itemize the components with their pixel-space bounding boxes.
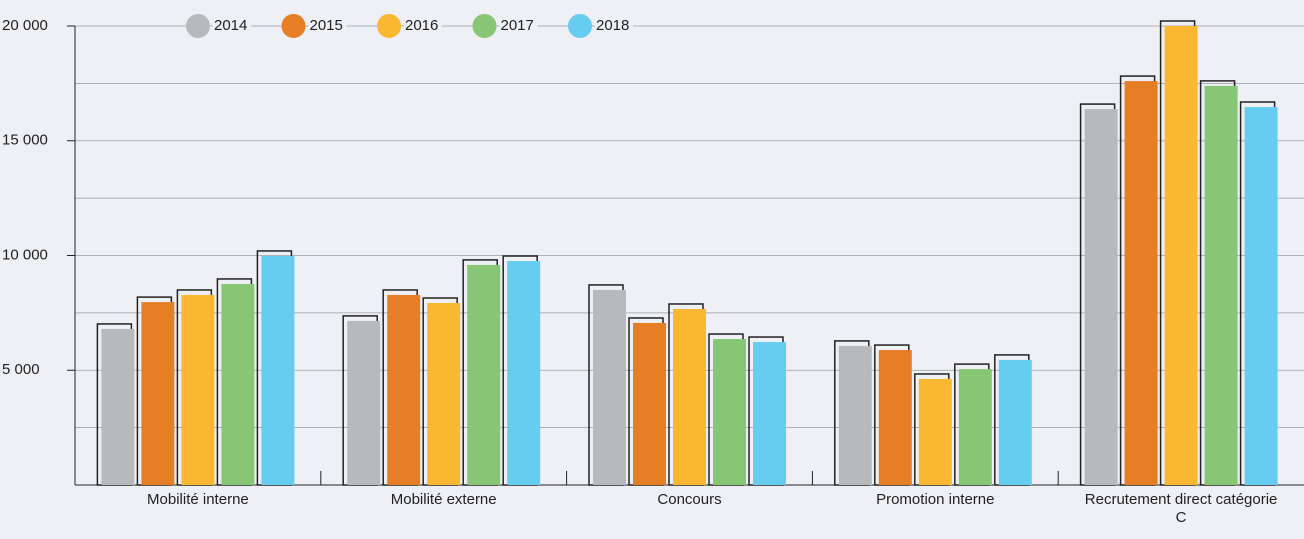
y-tick-label: 20 000 bbox=[2, 17, 48, 34]
bar bbox=[1124, 81, 1158, 485]
bar bbox=[878, 350, 912, 485]
x-tick-label: Concours bbox=[657, 491, 722, 508]
legend-label: 2015 bbox=[310, 17, 343, 34]
bar bbox=[507, 261, 541, 485]
legend: 2014 2015 2016 2017 2018 bbox=[178, 14, 646, 38]
bar bbox=[918, 378, 952, 485]
legend-swatch bbox=[281, 14, 306, 38]
legend-label: 2017 bbox=[501, 17, 534, 34]
legend-swatch bbox=[377, 14, 401, 38]
y-tick-label: 5 000 bbox=[2, 361, 40, 378]
bar bbox=[998, 359, 1032, 485]
y-tick-label: 15 000 bbox=[2, 132, 48, 149]
x-tick-label: Promotion interne bbox=[876, 491, 995, 508]
x-tick-label: Recrutement direct catégorie C bbox=[1084, 491, 1278, 526]
bar bbox=[1244, 107, 1278, 486]
legend-swatch bbox=[568, 14, 592, 38]
legend-text-bg bbox=[404, 16, 442, 36]
x-tick-label: Mobilité interne bbox=[147, 491, 249, 508]
y-tick-label: 10 000 bbox=[2, 246, 48, 263]
bar bbox=[673, 308, 706, 485]
bar bbox=[221, 283, 255, 485]
legend-text-bg bbox=[308, 16, 347, 36]
bar bbox=[1204, 85, 1238, 485]
bar bbox=[261, 255, 295, 485]
bar bbox=[633, 322, 666, 485]
bar bbox=[427, 303, 461, 485]
legend-label: 2014 bbox=[214, 17, 247, 34]
legend-text-bg bbox=[595, 16, 633, 36]
bar bbox=[1164, 26, 1198, 485]
bar bbox=[387, 294, 421, 485]
legend-swatch bbox=[472, 14, 497, 38]
bar bbox=[181, 294, 215, 485]
bar bbox=[753, 342, 786, 485]
legend-swatch bbox=[186, 14, 210, 38]
bar bbox=[101, 328, 135, 485]
bar bbox=[958, 369, 992, 485]
bar bbox=[141, 302, 175, 485]
legend-label: 2018 bbox=[596, 17, 629, 34]
bar bbox=[713, 339, 746, 485]
bar bbox=[593, 289, 626, 485]
bar bbox=[347, 320, 381, 485]
legend-label: 2016 bbox=[405, 17, 438, 34]
legend-text-bg bbox=[213, 16, 251, 36]
legend-text-bg bbox=[499, 16, 538, 36]
x-tick-label: Mobilité externe bbox=[390, 491, 497, 508]
bar bbox=[467, 264, 501, 485]
bar bbox=[838, 345, 872, 485]
bar bbox=[1084, 109, 1118, 485]
